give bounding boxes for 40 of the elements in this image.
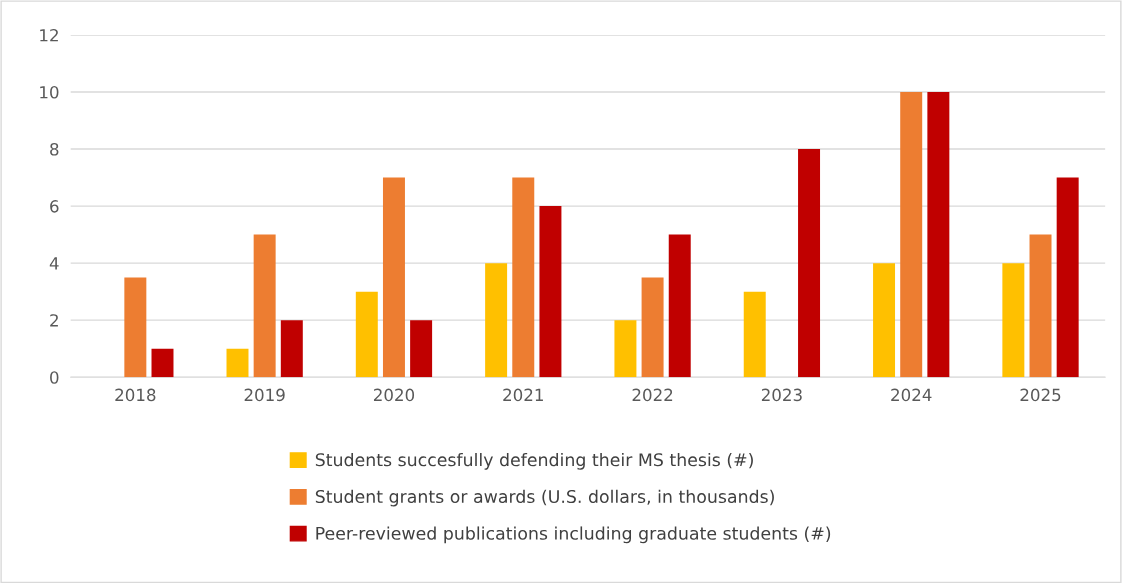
bar xyxy=(873,263,896,378)
legend-label: Peer-reviewed publications including graduate students (#) xyxy=(316,526,831,544)
y-tick-label: 0 xyxy=(50,371,59,384)
y-tick-label: 10 xyxy=(40,85,59,99)
bar xyxy=(927,92,950,378)
bar xyxy=(1002,263,1025,378)
bar xyxy=(226,348,249,378)
y-tick-label: 2 xyxy=(50,314,58,327)
x-tick-label: 2022 xyxy=(632,388,673,402)
bar xyxy=(743,291,766,378)
bar xyxy=(798,149,821,378)
bar xyxy=(151,348,174,378)
bar xyxy=(410,320,433,378)
x-tick-label: 2023 xyxy=(761,388,802,402)
x-tick-label: 2019 xyxy=(244,388,285,402)
bar xyxy=(124,277,147,378)
x-tick-label: 2025 xyxy=(1020,388,1061,402)
legend-label: Students succesfully defending their MS thesis (#) xyxy=(315,452,753,470)
y-tick-label: 4 xyxy=(49,257,59,270)
bar xyxy=(382,177,405,378)
bar xyxy=(614,320,637,378)
x-tick-label: 2018 xyxy=(115,388,156,402)
y-tick-label: 12 xyxy=(40,28,58,42)
x-tick-label: 2021 xyxy=(503,388,543,402)
bar xyxy=(1056,177,1079,378)
bar xyxy=(253,234,276,378)
y-tick-label: 6 xyxy=(50,200,59,213)
x-tick-label: 2024 xyxy=(891,388,932,402)
legend-label: Student grants or awards (U.S. dollars, in thousands) xyxy=(315,489,774,507)
bar xyxy=(1029,234,1052,378)
bar xyxy=(668,234,691,378)
bar xyxy=(641,277,664,378)
bar xyxy=(900,92,923,378)
bar xyxy=(539,206,562,378)
bar xyxy=(485,263,508,378)
bar xyxy=(512,177,535,378)
y-tick-label: 8 xyxy=(50,143,59,156)
bar xyxy=(280,320,303,378)
x-tick-label: 2020 xyxy=(373,388,415,402)
bar xyxy=(355,291,378,378)
